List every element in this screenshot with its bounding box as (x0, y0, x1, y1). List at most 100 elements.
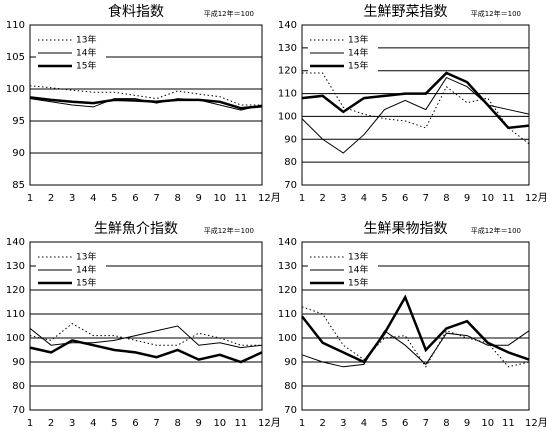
x-tick-label: 2 (48, 418, 54, 429)
x-tick-label: 8 (174, 193, 180, 204)
series-line (29, 339, 263, 364)
x-tick-label: 1 (299, 418, 305, 429)
x-tick-label: 12月 (525, 192, 547, 204)
x-tick-label: 9 (196, 418, 202, 429)
y-tick-label: 90 (12, 357, 25, 368)
chart-title: 生鮮魚介指数 (94, 221, 178, 237)
x-tick-label: 6 (132, 193, 138, 204)
x-tick-label: 3 (340, 418, 346, 429)
x-tick-label: 7 (423, 418, 429, 429)
chart-title: 食料指数 (108, 3, 164, 20)
x-tick-label: 10 (213, 418, 226, 429)
y-tick-label: 130 (6, 261, 25, 272)
legend-label: 15年 (76, 277, 96, 289)
y-tick-label: 130 (278, 43, 297, 54)
legend-label: 14年 (348, 264, 368, 276)
y-tick-label: 80 (284, 381, 297, 392)
y-tick-label: 140 (278, 20, 297, 31)
x-tick-label: 1 (27, 418, 33, 429)
x-tick-label: 2 (319, 418, 325, 429)
y-tick-label: 120 (278, 66, 297, 77)
y-tick-label: 100 (278, 111, 297, 122)
x-tick-label: 4 (90, 418, 96, 429)
legend-label: 14年 (76, 264, 96, 276)
y-tick-label: 85 (12, 180, 25, 191)
x-tick-label: 11 (235, 193, 248, 204)
chart-title: 生鮮野菜指数 (364, 4, 448, 20)
x-tick-label: 4 (361, 193, 367, 204)
legend-label: 13年 (348, 34, 368, 46)
x-tick-label: 5 (381, 193, 387, 204)
x-tick-label: 10 (481, 418, 494, 429)
x-tick-label: 12月 (525, 417, 547, 429)
x-tick-label: 5 (111, 193, 117, 204)
x-tick-label: 6 (402, 418, 408, 429)
x-tick-label: 4 (90, 193, 96, 204)
x-tick-label: 9 (196, 193, 202, 204)
x-tick-label: 9 (464, 193, 470, 204)
x-tick-label: 7 (423, 193, 429, 204)
y-tick-label: 70 (284, 180, 297, 191)
x-tick-label: 6 (402, 193, 408, 204)
legend-label: 15年 (348, 277, 368, 289)
x-tick-label: 9 (464, 418, 470, 429)
chart-title: 生鮮果物指数 (364, 221, 448, 237)
y-tick-label: 105 (6, 52, 25, 63)
chart-subtitle: 平成12年＝100 (471, 9, 521, 18)
plot-frame (301, 24, 530, 186)
series-line (29, 96, 263, 110)
x-tick-label: 4 (361, 418, 367, 429)
series-line (29, 322, 262, 346)
x-tick-label: 5 (381, 418, 387, 429)
x-tick-label: 10 (481, 193, 494, 204)
legend-label: 14年 (348, 47, 368, 59)
legend-label: 13年 (348, 251, 368, 263)
x-tick-label: 5 (111, 418, 117, 429)
y-tick-label: 110 (278, 89, 297, 100)
x-tick-label: 6 (132, 418, 138, 429)
y-tick-label: 80 (12, 381, 25, 392)
x-tick-label: 7 (153, 418, 159, 429)
y-tick-label: 100 (278, 333, 297, 344)
chart-subtitle: 平成12年＝100 (204, 226, 254, 235)
y-tick-label: 90 (284, 357, 297, 368)
x-tick-label: 8 (443, 418, 449, 429)
legend-label: 14年 (76, 47, 96, 59)
series-line (301, 306, 530, 368)
x-tick-label: 1 (27, 193, 33, 204)
legend-label: 15年 (348, 60, 368, 72)
y-tick-label: 140 (278, 237, 297, 248)
y-tick-label: 70 (12, 405, 25, 416)
y-tick-label: 90 (284, 134, 297, 145)
y-tick-label: 110 (6, 309, 25, 320)
x-tick-label: 2 (319, 193, 325, 204)
x-tick-label: 11 (502, 418, 515, 429)
y-tick-label: 100 (6, 333, 25, 344)
x-tick-label: 8 (174, 418, 180, 429)
y-tick-label: 70 (284, 405, 297, 416)
y-tick-label: 95 (12, 116, 25, 127)
series-line (301, 76, 530, 154)
x-tick-label: 12月 (258, 192, 281, 204)
x-tick-label: 1 (299, 193, 305, 204)
y-tick-label: 90 (12, 148, 25, 159)
y-tick-label: 100 (6, 84, 25, 95)
legend-label: 13年 (76, 34, 96, 46)
y-tick-label: 110 (6, 20, 25, 31)
x-tick-label: 3 (69, 193, 75, 204)
legend-label: 13年 (76, 251, 96, 263)
y-tick-label: 110 (278, 309, 297, 320)
x-tick-label: 11 (235, 418, 248, 429)
x-tick-label: 3 (340, 193, 346, 204)
series-line (301, 71, 530, 130)
y-tick-label: 120 (278, 285, 297, 296)
y-tick-label: 80 (284, 157, 297, 168)
plot-frame (29, 241, 263, 411)
x-tick-label: 8 (443, 193, 449, 204)
y-tick-label: 130 (278, 261, 297, 272)
x-tick-label: 12月 (258, 417, 281, 429)
chart-subtitle: 平成12年＝100 (471, 226, 521, 235)
series-line (301, 294, 530, 364)
